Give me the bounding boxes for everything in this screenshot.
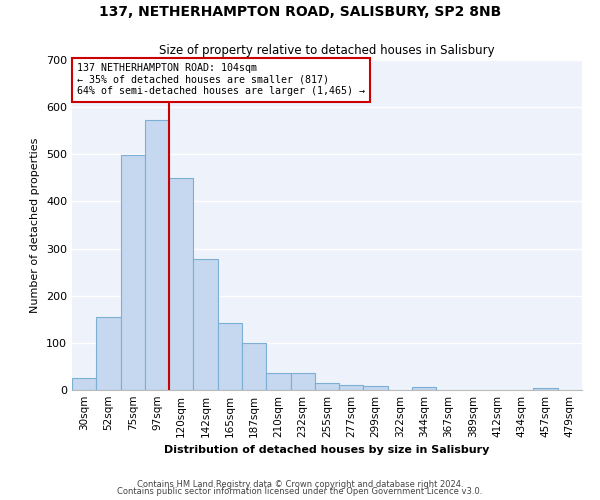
Bar — [169, 178, 193, 390]
Bar — [412, 387, 436, 390]
Text: Contains HM Land Registry data © Crown copyright and database right 2024.: Contains HM Land Registry data © Crown c… — [137, 480, 463, 489]
Bar — [315, 384, 339, 390]
Text: 137, NETHERHAMPTON ROAD, SALISBURY, SP2 8NB: 137, NETHERHAMPTON ROAD, SALISBURY, SP2 … — [99, 5, 501, 19]
Bar — [96, 317, 121, 390]
Bar — [364, 386, 388, 390]
Bar — [290, 373, 315, 390]
Bar — [193, 260, 218, 390]
Bar — [145, 120, 169, 390]
Bar — [218, 322, 242, 390]
Bar — [266, 372, 290, 390]
Bar — [72, 378, 96, 390]
Bar — [339, 385, 364, 390]
Bar — [533, 388, 558, 390]
Text: Contains public sector information licensed under the Open Government Licence v3: Contains public sector information licen… — [118, 487, 482, 496]
Title: Size of property relative to detached houses in Salisbury: Size of property relative to detached ho… — [159, 44, 495, 58]
Text: 137 NETHERHAMPTON ROAD: 104sqm
← 35% of detached houses are smaller (817)
64% of: 137 NETHERHAMPTON ROAD: 104sqm ← 35% of … — [77, 64, 365, 96]
Bar — [242, 344, 266, 390]
X-axis label: Distribution of detached houses by size in Salisbury: Distribution of detached houses by size … — [164, 446, 490, 456]
Y-axis label: Number of detached properties: Number of detached properties — [31, 138, 40, 312]
Bar — [121, 155, 145, 390]
